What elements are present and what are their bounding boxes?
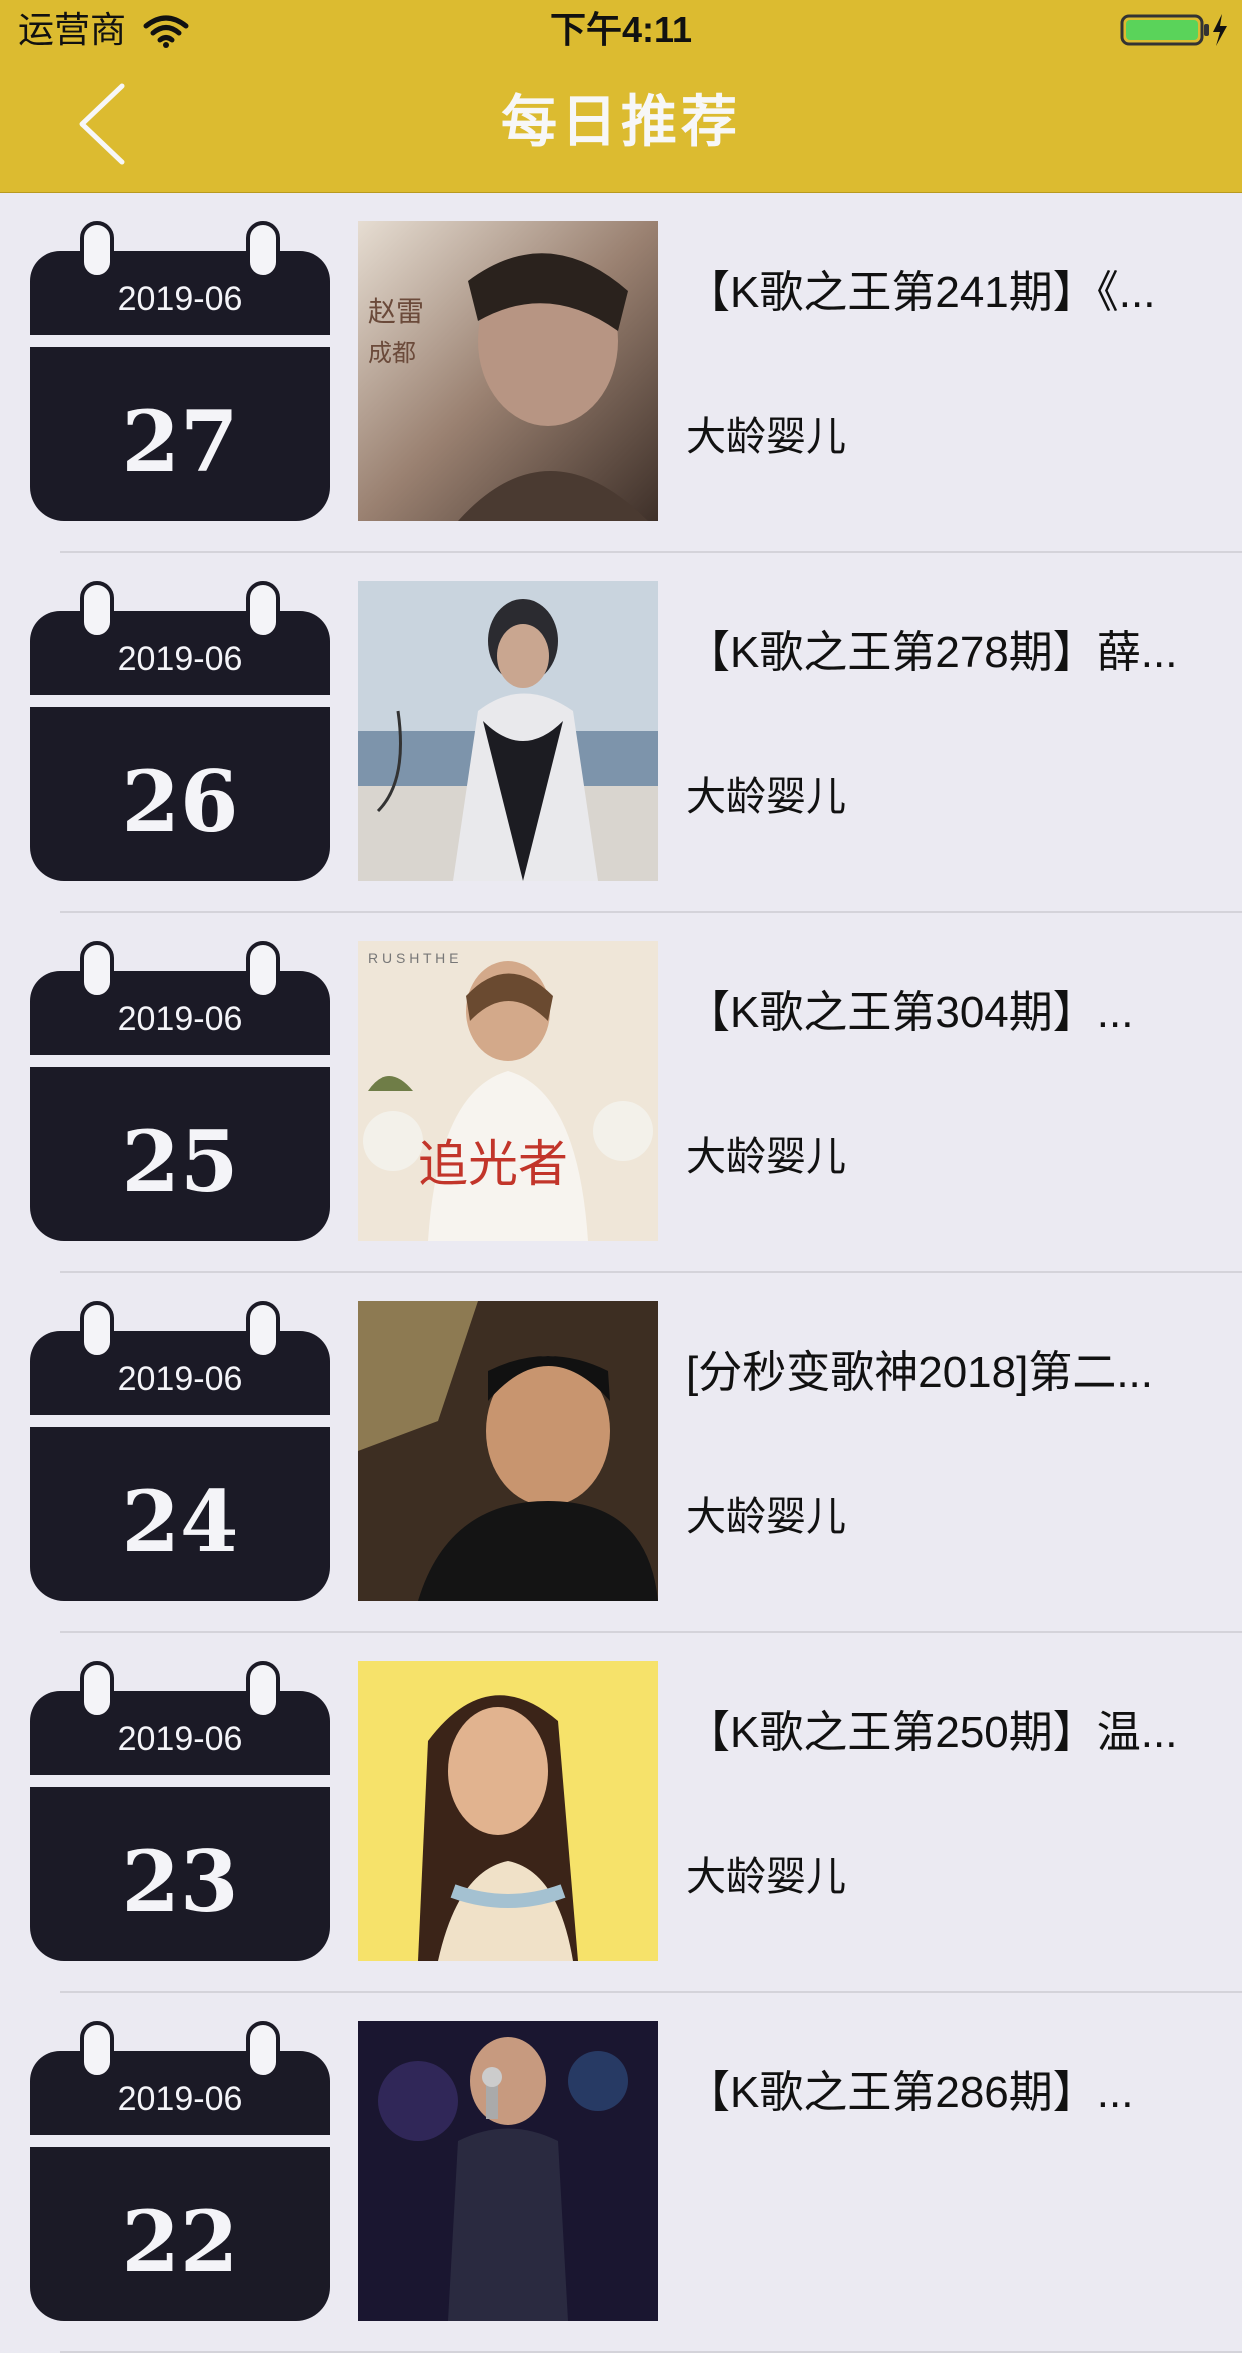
cover-image: 赵雷 成都 xyxy=(358,221,658,521)
row-separator xyxy=(60,1991,1242,1993)
item-day: 27 xyxy=(121,392,239,491)
calendar-ring xyxy=(80,221,114,279)
cover-image xyxy=(358,1661,658,1961)
calendar-icon: 2019-06 24 xyxy=(30,1301,330,1601)
calendar-ring xyxy=(246,1301,280,1359)
calendar-icon: 2019-06 23 xyxy=(30,1661,330,1961)
carrier-label: 运营商 xyxy=(18,9,127,50)
calendar-icon: 2019-06 27 xyxy=(30,221,330,521)
cover-image xyxy=(358,1301,658,1601)
calendar-ring xyxy=(80,581,114,639)
recommendation-list: 2019-06 27 赵雷 成都 【K歌之王第241期】《... 大龄婴儿 2019-06 2… xyxy=(0,193,1242,2353)
navigation-bar: 每日推荐 xyxy=(0,60,1242,192)
row-separator xyxy=(60,1271,1242,1273)
calendar-ring xyxy=(80,2021,114,2079)
back-button[interactable] xyxy=(60,74,150,174)
item-month: 2019-06 xyxy=(117,1720,243,1758)
calendar-ring xyxy=(246,1661,280,1719)
item-title: [分秒变歌神2018]第二... xyxy=(686,1348,1154,1397)
calendar-ring xyxy=(80,1661,114,1719)
item-month: 2019-06 xyxy=(117,1000,243,1038)
item-author: 大龄婴儿 xyxy=(686,415,846,459)
status-time: 下午4:11 xyxy=(549,9,693,50)
cover-image: 追光者 R U S H T H E xyxy=(358,941,658,1241)
row-separator xyxy=(60,911,1242,913)
calendar-ring xyxy=(246,941,280,999)
calendar-body xyxy=(30,1067,330,1241)
item-month: 2019-06 xyxy=(117,2080,243,2118)
page-title: 每日推荐 xyxy=(501,90,741,153)
item-month: 2019-06 xyxy=(117,1360,243,1398)
calendar-ring xyxy=(80,941,114,999)
svg-text:追光者: 追光者 xyxy=(418,1135,568,1193)
calendar-ring xyxy=(246,2021,280,2079)
item-title: 【K歌之王第278期】薛... xyxy=(686,628,1178,677)
list-item[interactable]: 2019-06 26 【K歌之王第278期】薛... 大龄婴儿 xyxy=(0,553,1242,913)
row-separator xyxy=(60,1631,1242,1633)
calendar-icon: 2019-06 22 xyxy=(30,2021,330,2321)
item-title: 【K歌之王第241期】《... xyxy=(686,268,1156,317)
calendar-ring xyxy=(246,581,280,639)
cover-image xyxy=(358,581,658,881)
row-separator xyxy=(60,551,1242,553)
battery-charging-icon xyxy=(1120,14,1227,46)
list-item[interactable]: 2019-06 23 【K歌之王第250期】温... 大龄婴儿 xyxy=(0,1633,1242,1993)
calendar-icon: 2019-06 26 xyxy=(30,581,330,881)
list-item[interactable]: 2019-06 25 追光者 R U S H T H E 【K歌之王第304期】... 大… xyxy=(0,913,1242,1273)
item-month: 2019-06 xyxy=(117,280,243,318)
svg-text:成都: 成都 xyxy=(368,339,416,367)
status-bar: 运营商 下午4:11 xyxy=(0,0,1242,60)
item-author: 大龄婴儿 xyxy=(686,1495,846,1539)
item-day: 22 xyxy=(121,2192,239,2291)
chevron-left-icon xyxy=(79,83,125,165)
svg-text:R U S H T H E: R U S H T H E xyxy=(368,950,459,966)
calendar-icon: 2019-06 25 xyxy=(30,941,330,1241)
wifi-icon xyxy=(143,15,189,48)
list-item[interactable]: 2019-06 27 赵雷 成都 【K歌之王第241期】《... 大龄婴儿 xyxy=(0,193,1242,553)
item-title: 【K歌之王第286期】... xyxy=(686,2068,1134,2117)
list-item[interactable]: 2019-06 22 【K歌之王第286期】... xyxy=(0,1993,1242,2353)
calendar-ring xyxy=(80,1301,114,1359)
item-day: 23 xyxy=(121,1832,239,1931)
item-author: 大龄婴儿 xyxy=(686,1855,846,1899)
item-day: 25 xyxy=(121,1112,239,1211)
calendar-body xyxy=(30,707,330,881)
item-day: 26 xyxy=(121,752,239,851)
svg-text:赵雷: 赵雷 xyxy=(368,295,424,328)
item-author: 大龄婴儿 xyxy=(686,1135,846,1179)
item-title: 【K歌之王第304期】... xyxy=(686,988,1134,1037)
calendar-body xyxy=(30,1427,330,1601)
calendar-ring xyxy=(246,221,280,279)
cover-image xyxy=(358,2021,658,2321)
item-author: 大龄婴儿 xyxy=(686,775,846,819)
calendar-body xyxy=(30,347,330,521)
item-title: 【K歌之王第250期】温... xyxy=(686,1708,1178,1757)
app-header: 运营商 下午4:11 每日推荐 xyxy=(0,0,1242,193)
item-month: 2019-06 xyxy=(117,640,243,678)
calendar-body xyxy=(30,1787,330,1961)
item-day: 24 xyxy=(121,1472,239,1571)
list-item[interactable]: 2019-06 24 [分秒变歌神2018]第二... 大龄婴儿 xyxy=(0,1273,1242,1633)
